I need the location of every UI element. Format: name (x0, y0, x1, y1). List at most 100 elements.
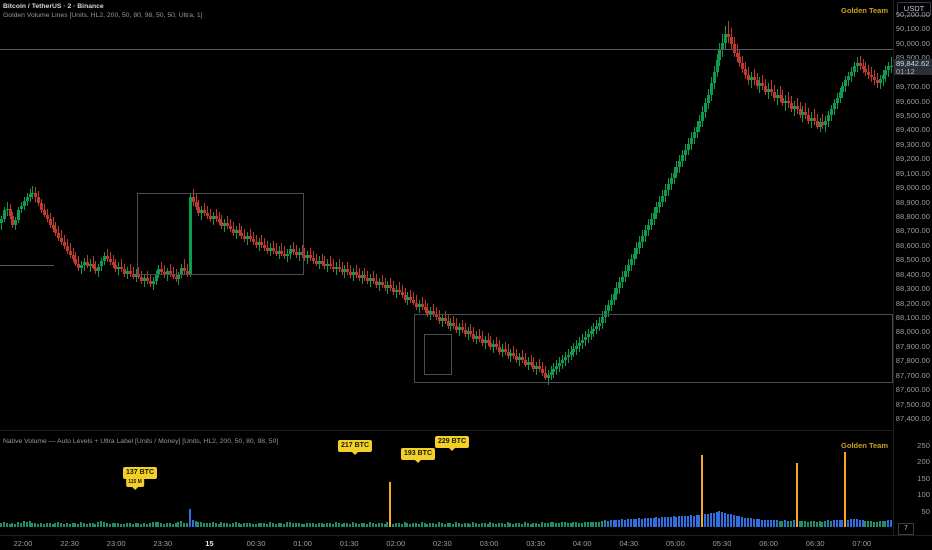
candle-body (372, 278, 376, 281)
volume-bar (145, 523, 148, 527)
candle-body (65, 246, 69, 251)
volume-bar (506, 522, 509, 527)
volume-indicator-legend[interactable]: Native Volume — Auto Levels + Ultra Labe… (3, 438, 279, 445)
volume-bar (867, 521, 870, 527)
candle-wick (433, 304, 435, 317)
candle-body (17, 209, 21, 221)
candle-body (166, 270, 169, 276)
candle-wick (375, 273, 377, 289)
candle-body (827, 115, 831, 121)
candle-body (134, 273, 138, 277)
currency-badge[interactable]: USDT (897, 2, 931, 16)
volume-bar (809, 521, 812, 527)
volume-bar (377, 522, 380, 527)
candle-body (469, 331, 473, 335)
candle-body (769, 89, 773, 92)
candle-wick (109, 252, 111, 266)
candle-body (787, 100, 791, 104)
candle-body (5, 208, 9, 211)
volume-bar (420, 522, 423, 527)
volume-bar (214, 523, 217, 527)
candle-body (62, 241, 66, 247)
indicator-legend[interactable]: Golden Volume Lines [Units, HL2, 200, 50… (3, 12, 203, 19)
candle-body (157, 269, 161, 274)
price-scale[interactable]: USDT 90,200.00 90,100.00 90,000.00 89,900.0… (893, 0, 932, 535)
volume-bar (724, 512, 727, 527)
candle-wick (61, 230, 63, 245)
volume-bar (332, 523, 334, 527)
volume-chart-pane[interactable] (0, 432, 893, 535)
price-tick: 87,800.00 (895, 356, 930, 366)
candle-body (257, 241, 261, 245)
volume-bar (105, 523, 108, 527)
volume-bar (475, 523, 478, 527)
level-box[interactable] (414, 314, 893, 384)
candle-wick (272, 240, 274, 254)
candle-body (661, 195, 665, 202)
candle-wick (507, 344, 509, 359)
volume-bar (366, 523, 369, 527)
candle-wick (284, 246, 286, 260)
candle-body (111, 262, 115, 266)
candle-body (369, 278, 373, 281)
volume-bar (263, 523, 266, 527)
volume-bar (34, 523, 37, 527)
candle-body (847, 76, 851, 81)
candle-body (801, 112, 805, 115)
volume-bar (217, 523, 220, 527)
volume-bar (641, 518, 644, 527)
time-scale[interactable]: 22:00 22:30 23:00 23:30 15 00:30 01:00 01:30 02:… (0, 535, 932, 550)
volume-bar (151, 522, 154, 527)
candle-body (741, 63, 745, 69)
time-tick: 23:00 (106, 539, 126, 548)
volume-bar (758, 519, 761, 527)
candle-body (151, 280, 155, 284)
volume-bar (223, 522, 226, 527)
volume-bar (789, 521, 792, 527)
candle-body (306, 254, 310, 258)
price-chart-pane[interactable] (0, 0, 893, 430)
pane-separator[interactable] (0, 430, 893, 431)
volume-bar (864, 520, 867, 527)
volume-bar (718, 511, 721, 527)
candle-wick (315, 253, 317, 267)
candle-body (878, 78, 882, 84)
candle-wick (478, 328, 480, 342)
candle-body (761, 83, 765, 87)
candle-body (852, 65, 856, 72)
volume-bar (117, 523, 120, 527)
candle-wick (204, 203, 206, 216)
candle-body (609, 299, 613, 306)
volume-bar (466, 523, 469, 527)
volume-tick: 150 (917, 473, 930, 483)
time-tick: 06:30 (805, 539, 825, 548)
symbol-title[interactable]: Bitcoin / TetherUS · 2 · Binance (3, 3, 104, 10)
candle-body (403, 295, 407, 300)
level-line[interactable] (0, 265, 54, 267)
candle-body (784, 100, 788, 104)
current-volume-tag: 7 (898, 523, 914, 535)
time-tick: 23:30 (153, 539, 173, 548)
volume-bar (283, 523, 286, 527)
candle-body (40, 203, 44, 211)
candle-wick (301, 244, 303, 258)
time-tick: 00:30 (246, 539, 266, 548)
level-box[interactable] (137, 192, 304, 276)
level-box[interactable] (424, 334, 452, 375)
candle-body (812, 117, 816, 121)
candle-body (870, 74, 874, 78)
candle-body (701, 112, 705, 121)
volume-bar (8, 524, 11, 527)
volume-bar (83, 523, 85, 527)
candle-wick (95, 260, 97, 274)
candle-body (704, 103, 708, 113)
candle-wick (132, 266, 134, 280)
level-line[interactable] (0, 48, 893, 50)
candle-body (835, 97, 839, 104)
volume-bar (455, 522, 458, 527)
candle-body (789, 103, 793, 110)
candle-body (346, 269, 350, 273)
candle-body (887, 65, 891, 71)
candle-body (97, 266, 101, 271)
